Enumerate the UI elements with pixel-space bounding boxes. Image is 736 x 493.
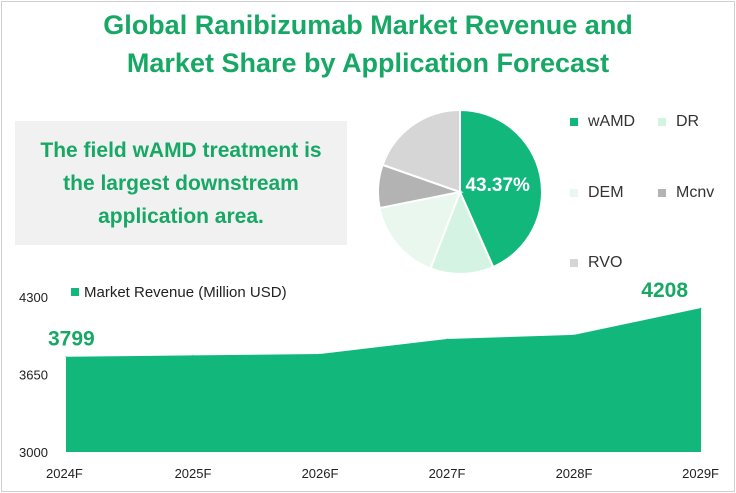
- x-tick-label: 2027F: [429, 466, 466, 481]
- legend-label: Market Revenue (Million USD): [84, 284, 287, 301]
- legend-swatch: [570, 118, 578, 126]
- area-legend: Market Revenue (Million USD): [71, 284, 287, 301]
- area-point-2027f: [446, 338, 448, 340]
- area-series: [66, 307, 701, 452]
- area-point-2028f: [573, 334, 575, 336]
- area-point-2025f: [192, 354, 194, 356]
- legend-swatch: [658, 118, 666, 126]
- pie-chart: 43.37%: [377, 108, 543, 275]
- area-chart: 3000 3650 4300 2024F 2025F 2026F 2027F 2028F 202…: [19, 279, 719, 481]
- pie-slice-dr: [429, 189, 495, 275]
- x-tick-label: 2026F: [302, 466, 339, 481]
- y-tick-label: 3650: [19, 368, 48, 383]
- callout-line-1: The field wAMD treatment is: [40, 138, 322, 162]
- chart-title: Global Ranibizumab Market Revenue and Ma…: [0, 6, 736, 82]
- legend-label: DR: [676, 113, 700, 130]
- legend-label: DEM: [588, 184, 624, 201]
- area-point-2029f: [700, 307, 702, 309]
- pie-legend-item-dem: DEM: [570, 183, 624, 203]
- pie-data-label: 43.37%: [465, 175, 530, 196]
- x-tick-label: 2028F: [556, 466, 593, 481]
- legend-label: Mcnv: [676, 184, 715, 201]
- title-line-1: Global Ranibizumab Market Revenue and: [103, 10, 633, 40]
- x-tick-label: 2029F: [682, 466, 719, 481]
- pie-slice-rvo: [381, 108, 461, 194]
- pie-legend-item-rvo: RVO: [570, 253, 622, 273]
- x-tick-label: 2024F: [46, 466, 83, 481]
- legend-swatch: [570, 189, 578, 197]
- callout-line-2: the largest downstream: [63, 171, 299, 195]
- pie-slice-dem: [378, 190, 462, 270]
- pie-slice-wamd: [459, 108, 543, 269]
- legend-label: wAMD: [588, 113, 636, 130]
- legend-swatch: [71, 288, 79, 296]
- y-tick-label: 4300: [19, 290, 48, 305]
- y-tick-label: 3000: [19, 445, 48, 460]
- callout-box: The field wAMD treatment is the largest …: [15, 121, 347, 245]
- x-tick-label: 2025F: [175, 466, 212, 481]
- pie-legend-item-mcnv: Mcnv: [658, 183, 714, 203]
- area-point-2024f: [65, 356, 67, 358]
- legend-swatch: [658, 189, 666, 197]
- pie-legend-item-dr: DR: [658, 112, 699, 132]
- area-data-label: 3799: [48, 328, 95, 351]
- title-line-2: Market Share by Application Forecast: [126, 48, 610, 78]
- callout-line-3: application area.: [98, 204, 264, 228]
- legend-swatch: [570, 259, 578, 267]
- legend-label: RVO: [588, 254, 623, 271]
- area-point-2026f: [319, 353, 321, 355]
- pie-legend-item-wamd: wAMD: [570, 112, 635, 132]
- area-data-label: 4208: [641, 279, 688, 302]
